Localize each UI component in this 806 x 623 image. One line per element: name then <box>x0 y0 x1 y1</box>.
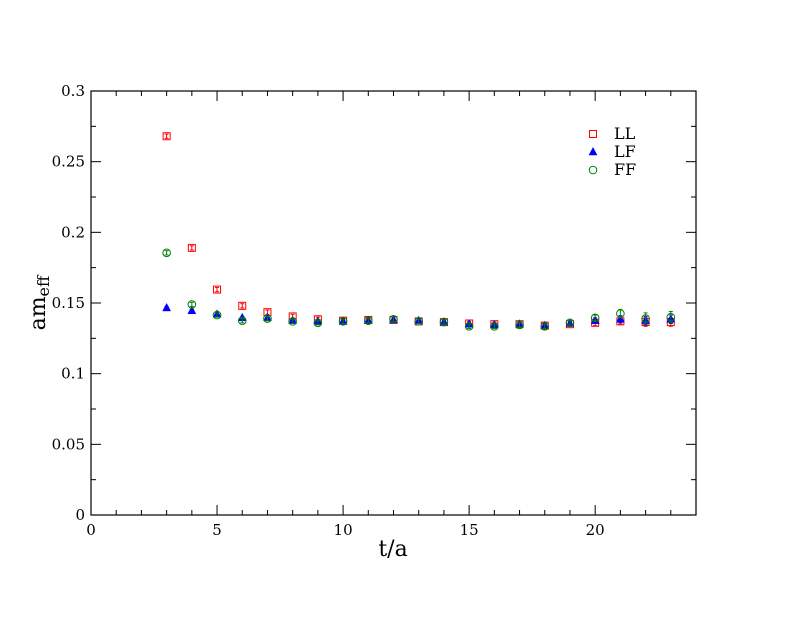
data-point-ff <box>641 314 650 323</box>
data-point-ff <box>490 322 499 331</box>
series-ll <box>162 132 675 330</box>
data-point-ll <box>213 285 222 294</box>
data-point-ff <box>439 317 449 327</box>
data-point-ff <box>187 300 197 309</box>
x-tick-labels: 0 5 10 15 20 <box>86 521 604 539</box>
data-point-lf <box>615 314 625 323</box>
plot-frame <box>90 90 697 516</box>
x-axis-label: t/a <box>378 537 407 562</box>
x-tick-label: 20 <box>586 521 605 539</box>
data-point-ff <box>363 316 373 325</box>
data-point-ff <box>666 312 676 322</box>
data-point-ff <box>389 314 398 324</box>
data-point-ff <box>263 314 272 323</box>
data-point-ff <box>313 318 323 328</box>
data-point-ff <box>414 317 424 326</box>
data-point-ff <box>237 316 247 325</box>
axis-ticks <box>90 90 696 516</box>
x-tick-label: 10 <box>334 521 353 539</box>
y-tick-label: 0.1 <box>61 365 85 383</box>
data-point-ff <box>338 317 348 326</box>
legend-label-lf: LF <box>614 142 636 161</box>
y-axis-label-main: am <box>26 296 51 330</box>
y-axis-label-sub: eff <box>34 274 53 296</box>
y-tick-label: 0 <box>75 506 85 524</box>
data-point-ll <box>162 132 171 141</box>
data-point-ff <box>515 320 524 330</box>
data-point-ff <box>288 317 297 326</box>
data-point-ff <box>540 322 550 331</box>
y-axis-label: ameff <box>26 274 53 330</box>
data-point-ff <box>590 313 600 323</box>
data-point-ff <box>616 309 625 318</box>
legend-marker-lf <box>588 146 598 156</box>
data-point-ll <box>238 301 247 310</box>
x-tick-label: 15 <box>460 521 479 539</box>
data-point-ff <box>162 248 171 258</box>
data-point-ff <box>565 318 575 328</box>
x-tick-label: 5 <box>212 521 222 539</box>
y-tick-label: 0.15 <box>52 294 85 312</box>
legend-label-ll: LL <box>614 124 636 143</box>
data-point-ll <box>187 243 196 252</box>
y-tick-label: 0.3 <box>61 82 85 100</box>
data-point-lf <box>187 305 197 315</box>
y-tick-label: 0.05 <box>52 435 85 453</box>
y-tick-labels: 0 0.05 0.1 0.15 0.2 0.25 0.3 <box>52 82 85 524</box>
series-ff <box>162 248 676 331</box>
y-tick-label: 0.25 <box>52 153 85 171</box>
legend-marker-ff <box>588 165 598 175</box>
data-point-ff <box>212 310 222 320</box>
y-tick-label: 0.2 <box>61 223 85 241</box>
x-tick-label: 0 <box>86 521 96 539</box>
data-point-ff <box>464 322 474 331</box>
legend-marker-ll <box>589 130 597 138</box>
data-marks <box>162 132 676 331</box>
legend-label-ff: FF <box>614 160 636 179</box>
data-point-lf <box>162 302 172 312</box>
